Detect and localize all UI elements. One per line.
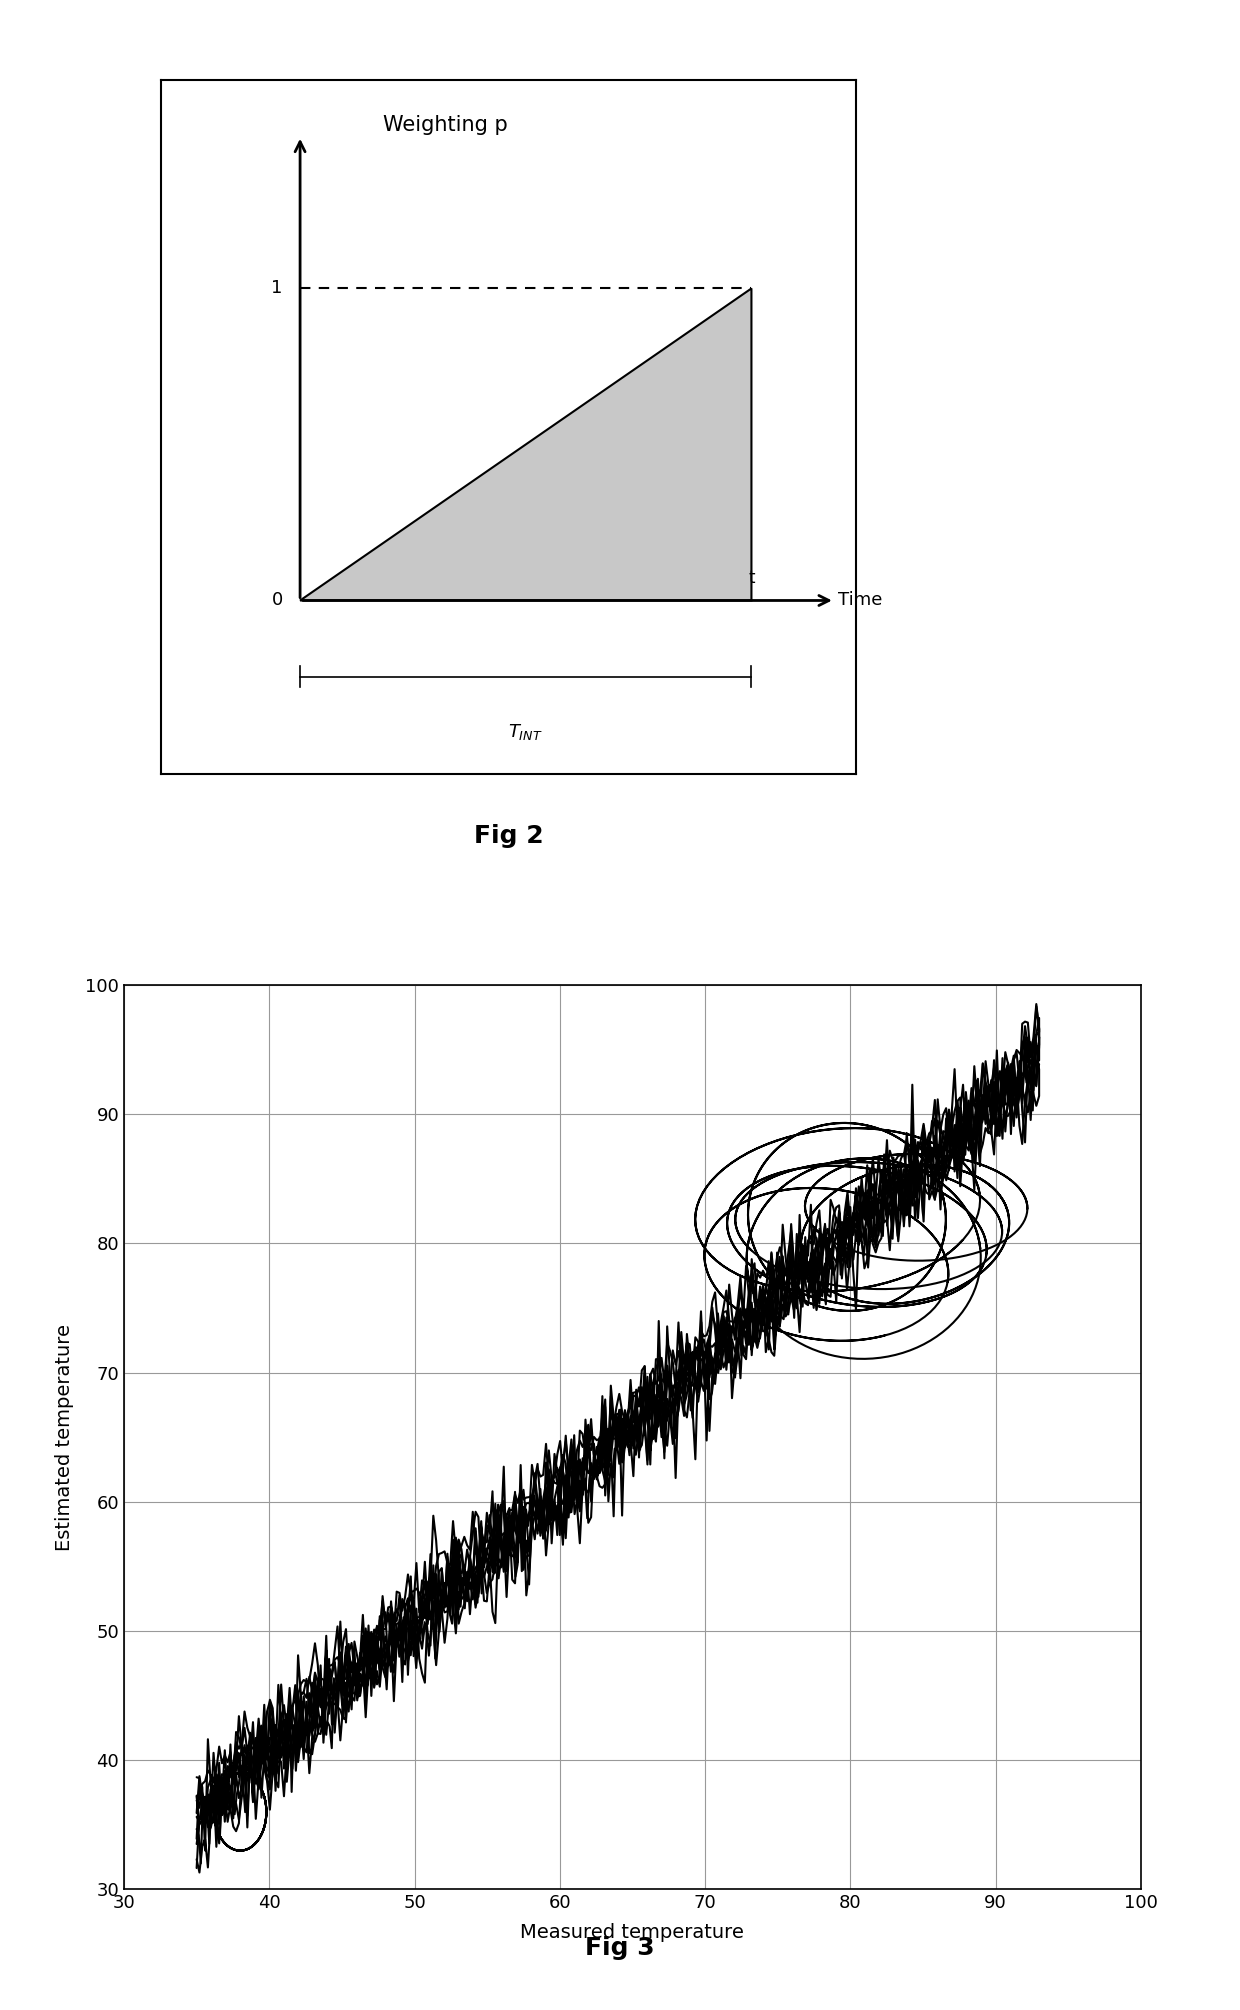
Text: 1: 1 <box>272 279 283 297</box>
Text: t: t <box>748 569 755 587</box>
Text: Weighting p: Weighting p <box>383 115 508 135</box>
Text: $T_{INT}$: $T_{INT}$ <box>508 722 543 742</box>
Text: Fig 3: Fig 3 <box>585 1936 655 1960</box>
X-axis label: Measured temperature: Measured temperature <box>521 1924 744 1942</box>
Text: Time: Time <box>838 591 883 609</box>
Text: Fig 2: Fig 2 <box>474 824 543 848</box>
Polygon shape <box>300 289 751 601</box>
Text: 0: 0 <box>272 591 283 609</box>
Y-axis label: Estimated temperature: Estimated temperature <box>55 1325 74 1550</box>
